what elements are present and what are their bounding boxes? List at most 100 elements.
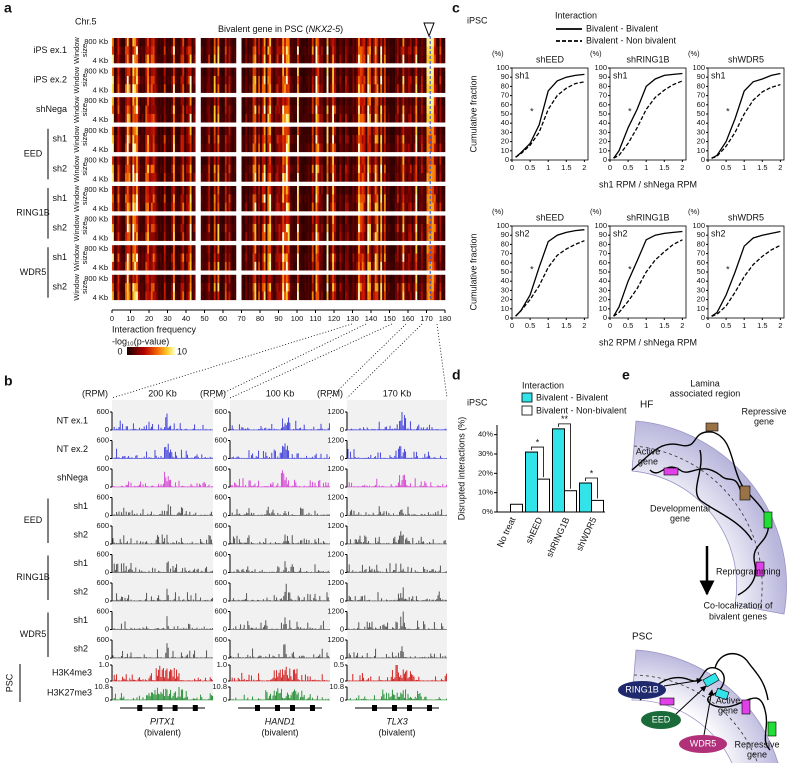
heat-cell [276, 75, 279, 85]
heat-cell [208, 46, 211, 55]
heat-cell [435, 135, 438, 144]
heat-cell [119, 84, 122, 93]
heat-cell [276, 274, 279, 284]
heat-cell [247, 105, 250, 115]
heat-cell [400, 105, 403, 115]
heat-cell [232, 164, 235, 174]
heat-cell [356, 164, 359, 174]
heat-cell [332, 245, 335, 254]
heat-cell [413, 97, 416, 106]
heat-cell [346, 54, 350, 64]
heat-cell [184, 215, 187, 225]
heat-cell [223, 97, 226, 106]
heat-cell [439, 245, 442, 254]
heat-cell [396, 194, 400, 203]
heat-cell [402, 274, 405, 284]
heat-cell [359, 202, 363, 212]
heat-cell [230, 156, 233, 166]
heat-cell [315, 97, 318, 106]
heat-cell [224, 143, 227, 153]
heat-cell [232, 135, 235, 144]
heat-cell [261, 143, 264, 153]
heat-cell [161, 291, 165, 301]
heat-cell [217, 46, 220, 55]
heat-cell [361, 261, 364, 271]
heat-cell [356, 186, 359, 195]
heat-cell [321, 97, 324, 106]
heat-cell [324, 173, 327, 182]
heat-cell [158, 232, 161, 241]
heat-cell [158, 173, 161, 182]
heat-cell [328, 38, 331, 47]
heat-cell [417, 223, 420, 233]
heat-cell [224, 186, 227, 195]
heat-cell [415, 97, 418, 106]
heat-cell [306, 54, 309, 64]
heat-cell [143, 105, 146, 115]
heat-cell [408, 232, 411, 241]
heat-cell [435, 261, 438, 271]
heat-cell [215, 113, 218, 123]
heat-cell [265, 105, 268, 115]
heat-cell [128, 46, 131, 55]
heat-cell [398, 156, 401, 166]
heat-cell [339, 253, 342, 263]
heat-cell [145, 223, 148, 233]
heat-cell [389, 164, 392, 174]
heat-cell [147, 54, 150, 64]
heat-cell [404, 186, 407, 195]
heat-cell [265, 164, 268, 174]
heat-cell [136, 223, 139, 233]
heat-cell [221, 46, 224, 55]
heat-cell [152, 54, 155, 64]
heat-cell [112, 173, 115, 182]
gene-block [741, 699, 751, 715]
heat-cell [422, 173, 425, 182]
heat-cell [313, 97, 316, 106]
heat-cell [430, 126, 433, 136]
heat-cell [217, 105, 220, 115]
heat-cell [437, 67, 440, 77]
heat-cell [178, 156, 181, 166]
heat-cell [143, 75, 146, 85]
heat-cell [411, 283, 414, 292]
heat-cell [295, 194, 298, 203]
heat-cell [169, 156, 172, 166]
heat-cell [139, 232, 142, 241]
heat-cell [334, 75, 337, 85]
heat-cell [186, 156, 189, 166]
heat-cell [378, 126, 381, 136]
heat-cell [408, 194, 411, 203]
heat-cell [256, 97, 259, 106]
connector [111, 323, 353, 399]
heat-cell [391, 67, 394, 77]
heat-cell [430, 164, 433, 174]
heat-cell [391, 46, 394, 55]
heat-cell [304, 84, 307, 93]
heat-cell [408, 223, 411, 233]
heat-cell [374, 126, 377, 136]
heat-cell [358, 202, 361, 212]
heat-cell [278, 84, 281, 93]
y-tick-label: 600 [96, 492, 109, 501]
heat-cell [343, 113, 346, 123]
heat-cell [208, 283, 211, 292]
heat-cell [443, 105, 446, 115]
heat-cell [289, 186, 292, 195]
heat-cell [337, 156, 340, 166]
heat-cell [160, 75, 163, 85]
heat-cell [245, 38, 248, 47]
heat-cell [217, 113, 220, 123]
heat-cell [428, 46, 431, 55]
heat-cell [248, 105, 252, 115]
heat-cell [167, 274, 170, 284]
heat-cell [121, 84, 124, 93]
heat-cell [328, 194, 331, 203]
heat-cell [271, 261, 274, 271]
heat-cell [439, 232, 442, 241]
heat-cell [437, 75, 440, 85]
heat-cell [308, 105, 311, 115]
heat-cell [206, 194, 209, 203]
heat-cell [298, 135, 301, 144]
heat-cell [208, 215, 211, 225]
